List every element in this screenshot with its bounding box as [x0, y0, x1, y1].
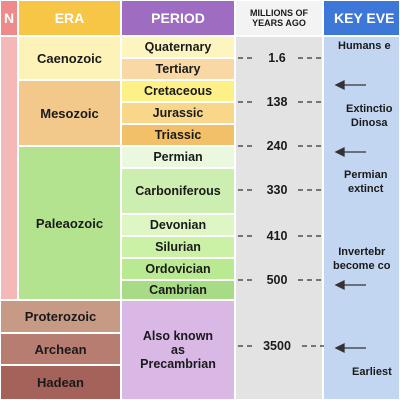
period-header: PERIOD	[121, 0, 235, 36]
period-quaternary: Quaternary	[121, 36, 235, 58]
period-carboniferous: Carboniferous	[121, 168, 235, 214]
mya-label: 240	[266, 139, 288, 153]
era-header-label: ERA	[54, 10, 85, 26]
period-label: Cretaceous	[143, 84, 213, 98]
mya-value-410: 410	[256, 227, 298, 245]
mya-value-3500: 3500	[252, 337, 302, 355]
mya-header-label: MILLIONS OF YEARS AGO	[250, 8, 308, 28]
era-label: Caenozoic	[36, 50, 102, 66]
events-body	[323, 36, 400, 400]
mya-body	[235, 36, 323, 400]
event-label: Invertebr become co	[333, 246, 391, 272]
period-label: Jurassic	[152, 106, 204, 120]
period-tertiary: Tertiary	[121, 58, 235, 80]
period-label: Permian	[153, 150, 203, 164]
period-cambrian: Cambrian	[121, 280, 235, 300]
era-archean: Archean	[0, 333, 121, 365]
period-label: Silurian	[155, 240, 201, 254]
event-dinosaur-extinction: Extinctio Dinosa	[346, 100, 400, 132]
era-label: Archean	[34, 341, 87, 357]
precambrian-label: Also known as Precambrian	[140, 329, 216, 371]
era-header: ERA	[18, 0, 121, 36]
mya-label: 1.6	[268, 51, 286, 65]
era-mesozoic: Mesozoic	[18, 80, 121, 146]
period-silurian: Silurian	[121, 236, 235, 258]
mya-value-1-6: 1.6	[256, 49, 298, 67]
eon-header: N	[0, 0, 18, 36]
event-permian-extinction: Permian extinct	[344, 166, 400, 198]
period-devonian: Devonian	[121, 214, 235, 236]
mya-label: 138	[266, 95, 288, 109]
period-label: Carboniferous	[135, 184, 221, 198]
event-label: Humans e	[338, 40, 391, 52]
event-label: Earliest	[352, 366, 392, 378]
period-precambrian: Also known as Precambrian	[121, 300, 235, 400]
period-ordovician: Ordovician	[121, 258, 235, 280]
era-paleaozoic: Paleaozoic	[18, 146, 121, 300]
period-label: Triassic	[154, 128, 202, 142]
period-cretaceous: Cretaceous	[121, 80, 235, 102]
mya-value-330: 330	[256, 181, 298, 199]
mya-value-500: 500	[256, 271, 298, 289]
era-label: Mesozoic	[40, 105, 99, 121]
mya-label: 410	[266, 229, 288, 243]
period-label: Tertiary	[155, 62, 201, 76]
mya-value-240: 240	[256, 137, 298, 155]
period-label: Devonian	[149, 218, 207, 232]
event-label: Permian extinct	[344, 169, 388, 195]
period-label: Cambrian	[149, 283, 207, 297]
events-header: KEY EVE	[323, 0, 400, 36]
eon-header-label: N	[3, 10, 15, 26]
event-earliest: Earliest	[352, 364, 400, 380]
mya-value-138: 138	[256, 93, 298, 111]
event-label: Extinctio Dinosa	[346, 103, 393, 129]
era-caenozoic: Caenozoic	[18, 36, 121, 80]
period-triassic: Triassic	[121, 124, 235, 146]
event-humans: Humans e	[338, 38, 400, 54]
era-proterozoic: Proterozoic	[0, 300, 121, 333]
mya-label: 500	[266, 273, 288, 287]
mya-label: 3500	[263, 339, 291, 353]
period-permian: Permian	[121, 146, 235, 168]
period-label: Ordovician	[145, 262, 211, 276]
mya-label: 330	[266, 183, 288, 197]
period-jurassic: Jurassic	[121, 102, 235, 124]
era-label: Hadean	[37, 375, 84, 390]
period-header-label: PERIOD	[151, 10, 205, 26]
period-label: Quaternary	[144, 40, 212, 54]
mya-header: MILLIONS OF YEARS AGO	[235, 0, 323, 36]
era-label: Proterozoic	[24, 309, 97, 324]
event-invertebrates: Invertebr become co	[333, 243, 400, 275]
eon-body	[0, 36, 18, 300]
era-hadean: Hadean	[0, 365, 121, 400]
era-label: Paleaozoic	[35, 215, 104, 231]
events-header-label: KEY EVE	[334, 10, 395, 26]
